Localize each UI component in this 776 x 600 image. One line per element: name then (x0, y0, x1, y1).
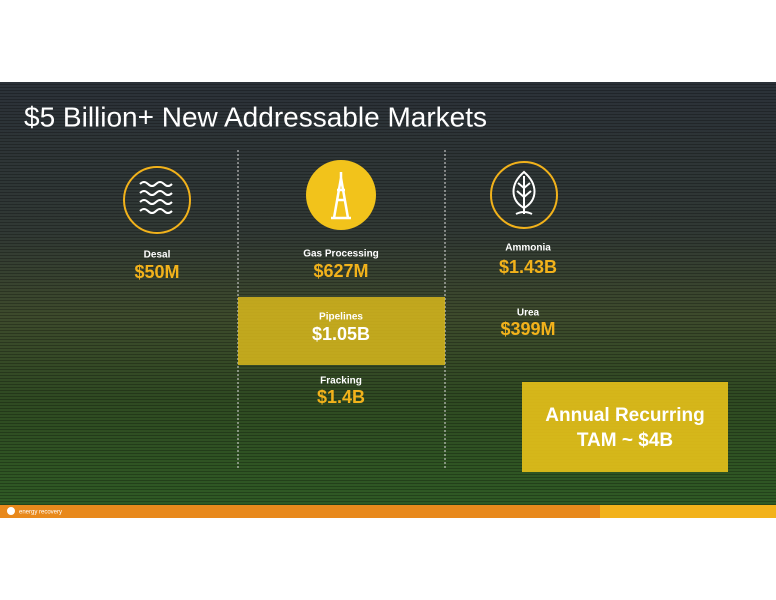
market-name: Ammonia (505, 243, 551, 254)
gas-icon (306, 160, 376, 230)
tam-line: Annual Recurring (545, 405, 704, 426)
market-value: $399M (500, 319, 555, 339)
market-name: Urea (517, 308, 540, 319)
ammonia-icon (490, 161, 558, 229)
logo-mark (7, 507, 15, 515)
title: $5 Billion+ New Addressable Markets (24, 101, 487, 132)
highlight-box (238, 297, 445, 365)
desal-icon (123, 166, 191, 234)
market-value: $627M (313, 261, 368, 281)
logo: energy recovery (19, 510, 62, 516)
tam-box (522, 382, 728, 472)
market-value: $1.4B (317, 387, 365, 407)
market-name: Desal (144, 250, 171, 261)
footer-bar (0, 505, 776, 518)
market-name: Gas Processing (303, 249, 379, 260)
tam-line: TAM ~ $4B (577, 430, 673, 451)
market-value: $1.05B (312, 324, 370, 344)
market-name: Pipelines (319, 312, 363, 323)
market-value: $1.43B (499, 257, 557, 277)
market-name: Fracking (320, 376, 362, 387)
footer-accent (600, 505, 776, 518)
market-value: $50M (134, 262, 179, 282)
